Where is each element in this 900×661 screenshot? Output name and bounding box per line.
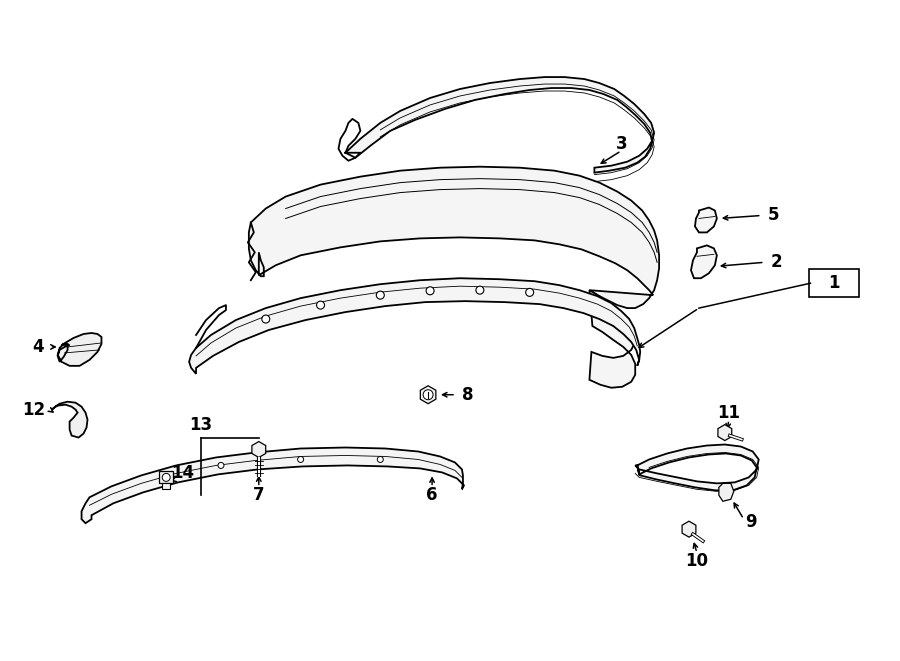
FancyBboxPatch shape — [809, 269, 860, 297]
Text: 11: 11 — [717, 404, 741, 422]
Polygon shape — [51, 402, 87, 438]
Circle shape — [476, 286, 484, 294]
Polygon shape — [719, 483, 733, 501]
Polygon shape — [346, 77, 654, 173]
Text: 4: 4 — [32, 338, 43, 356]
Polygon shape — [718, 424, 732, 440]
Circle shape — [317, 301, 325, 309]
Polygon shape — [58, 333, 102, 366]
Polygon shape — [159, 471, 173, 483]
Circle shape — [526, 288, 534, 296]
Text: 12: 12 — [22, 401, 45, 418]
Circle shape — [377, 457, 383, 463]
Circle shape — [426, 287, 434, 295]
Text: 1: 1 — [829, 274, 840, 292]
Polygon shape — [162, 483, 170, 489]
Polygon shape — [82, 447, 464, 524]
Text: 3: 3 — [616, 135, 627, 153]
Circle shape — [218, 463, 224, 469]
Circle shape — [376, 291, 384, 299]
Circle shape — [262, 315, 270, 323]
Circle shape — [162, 473, 170, 481]
Text: 5: 5 — [768, 206, 779, 225]
Text: 6: 6 — [427, 486, 437, 504]
Text: 13: 13 — [190, 416, 212, 434]
Polygon shape — [682, 521, 696, 537]
Text: 7: 7 — [253, 486, 265, 504]
Polygon shape — [635, 444, 759, 490]
Polygon shape — [252, 442, 266, 457]
Polygon shape — [248, 167, 659, 308]
Polygon shape — [420, 386, 436, 404]
Text: 2: 2 — [770, 253, 782, 271]
Text: 14: 14 — [172, 465, 194, 483]
Polygon shape — [590, 290, 635, 388]
Polygon shape — [189, 278, 640, 374]
Circle shape — [423, 390, 433, 400]
Text: 8: 8 — [463, 386, 473, 404]
Text: 9: 9 — [745, 513, 757, 531]
Polygon shape — [691, 245, 717, 278]
Polygon shape — [695, 208, 717, 233]
Text: 10: 10 — [686, 552, 708, 570]
Circle shape — [298, 457, 303, 463]
